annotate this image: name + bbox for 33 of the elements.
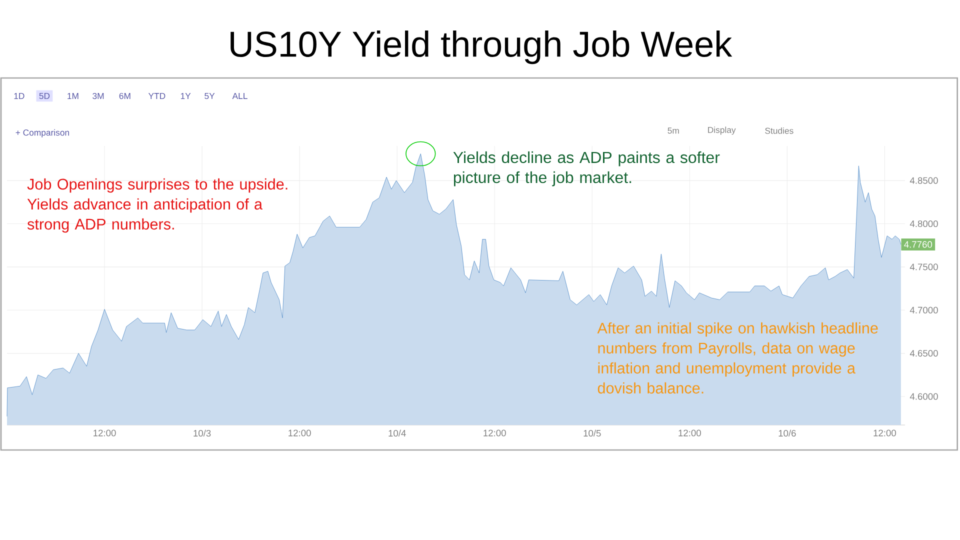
text: Studies — [765, 127, 794, 134]
x-tick-label: 10/3 — [194, 430, 211, 437]
text: 5D — [39, 92, 50, 100]
x-tick-label: 12:00 — [94, 430, 116, 436]
x-tick-label: 12:00 — [874, 430, 896, 436]
y-tick-label: 4.8000 — [910, 220, 938, 228]
text: 1M — [68, 93, 78, 99]
annotation: Yields decline as ADP paints a softer picture of the job market. — [453, 151, 720, 186]
text: 6M — [119, 92, 130, 100]
chart-title: US10Y Yield through Job Week — [230, 30, 732, 64]
text: 1Y — [180, 93, 191, 99]
y-tick-label: 4.7500 — [910, 264, 938, 270]
text: + Comparison — [16, 129, 69, 138]
text: 1D — [14, 93, 24, 99]
y-tick-label: 4.6000 — [910, 393, 938, 400]
text: 5m — [668, 128, 679, 134]
annotation: 4.7760 — [904, 241, 932, 248]
text: 5Y — [204, 92, 215, 100]
x-tick-label: 10/4 — [388, 430, 406, 437]
x-tick-label: 12:00 — [484, 430, 506, 436]
x-tick-label: 10/6 — [778, 430, 796, 437]
annotation: After an initial spike on hawkish headline numbers from Payrolls, data on wage inflation and unemployment provide a dovish balance. — [597, 322, 878, 394]
text: Display — [708, 126, 736, 135]
text: YTD — [148, 93, 166, 99]
text: 3M — [92, 92, 104, 100]
y-tick-label: 4.7000 — [910, 306, 938, 314]
text: ALL — [232, 93, 248, 99]
annotation: Job Openings surprises to the upside. Yields advance in anticipation of a strong ADP numbers. — [27, 178, 288, 233]
x-tick-label: 12:00 — [288, 430, 311, 436]
x-tick-label: 10/5 — [584, 430, 601, 437]
y-tick-label: 4.8500 — [910, 177, 938, 184]
y-tick-label: 4.6500 — [910, 350, 938, 357]
x-tick-label: 12:00 — [678, 430, 701, 436]
